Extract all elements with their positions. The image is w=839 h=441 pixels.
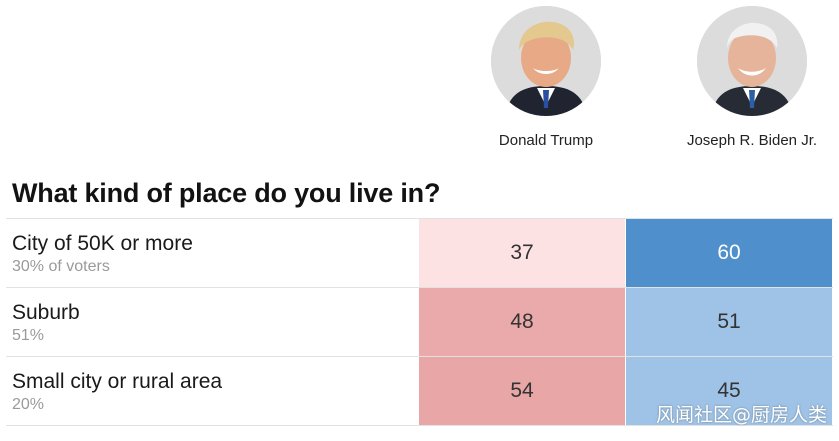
portrait-trump-icon (491, 6, 601, 116)
value-cell-trump: 48 (418, 288, 625, 356)
avatar-biden (697, 6, 807, 116)
results-table: City of 50K or more 30% of voters 37 60 … (6, 218, 833, 426)
candidate-trump: Donald Trump (446, 6, 646, 149)
value-cell-trump: 54 (418, 357, 625, 425)
avatar-trump (491, 6, 601, 116)
row-label-cell: Small city or rural area 20% (6, 357, 418, 425)
value-cell-trump: 37 (418, 219, 625, 287)
row-label: City of 50K or more (12, 232, 193, 255)
candidate-header: Donald Trump Joseph R. Biden Jr. (0, 0, 839, 160)
table-row: Suburb 51% 48 51 (6, 287, 833, 356)
value-cell-biden: 45 (625, 357, 832, 425)
table-row: Small city or rural area 20% 54 45 (6, 356, 833, 426)
portrait-biden-icon (697, 6, 807, 116)
question-title: What kind of place do you live in? (12, 178, 441, 208)
candidate-name-trump: Donald Trump (498, 132, 594, 149)
watermark: 风闻社区@厨房人类 (655, 404, 827, 426)
row-share: 20% (12, 396, 45, 413)
candidate-biden: Joseph R. Biden Jr. (652, 6, 839, 149)
row-label-cell: Suburb 51% (6, 288, 418, 356)
value-cell-biden: 51 (625, 288, 832, 356)
candidate-name-biden: Joseph R. Biden Jr. (686, 132, 818, 149)
row-label-cell: City of 50K or more 30% of voters (6, 219, 418, 287)
table-row: City of 50K or more 30% of voters 37 60 (6, 218, 833, 287)
row-label: Small city or rural area (12, 370, 223, 393)
row-label: Suburb (12, 301, 80, 324)
row-share: 30% of voters (12, 258, 110, 275)
value-cell-biden: 60 (625, 219, 832, 287)
row-share: 51% (12, 327, 45, 344)
